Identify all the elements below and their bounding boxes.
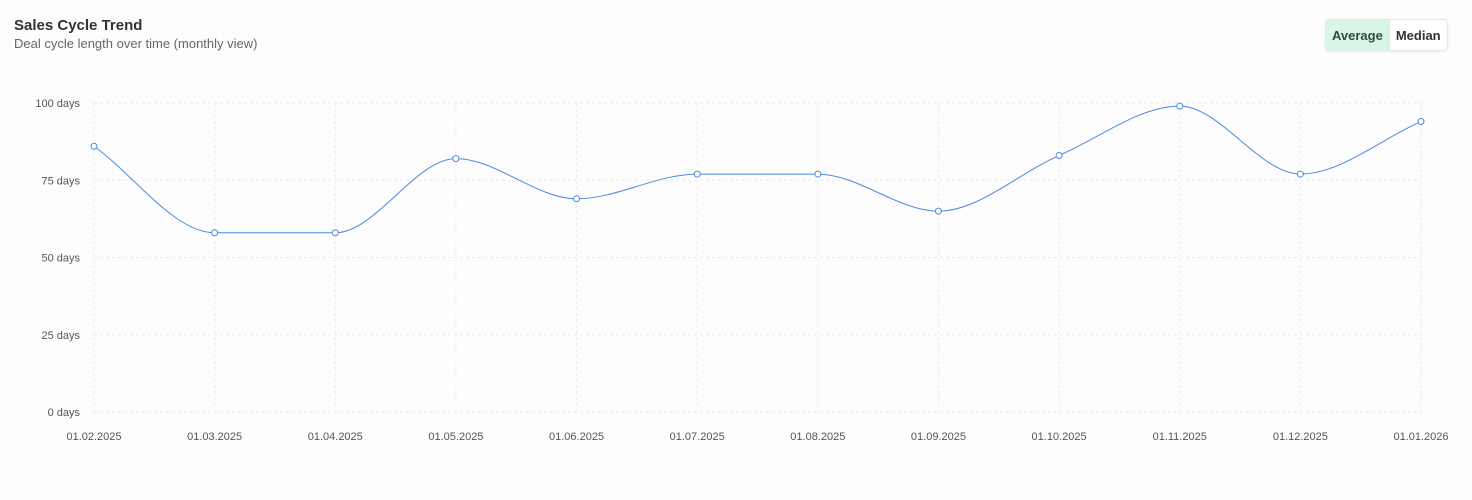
data-point[interactable]	[1176, 102, 1184, 110]
data-point[interactable]	[211, 229, 219, 237]
x-tick-label: 01.01.2026	[1393, 431, 1448, 443]
data-point[interactable]	[934, 207, 942, 215]
median-button[interactable]: Median	[1389, 20, 1447, 50]
data-point[interactable]	[1055, 152, 1063, 160]
chart-title: Sales Cycle Trend	[14, 17, 143, 34]
average-button[interactable]: Average	[1326, 20, 1389, 50]
y-tick-label: 75 days	[41, 175, 80, 187]
x-tick-label: 01.06.2025	[549, 431, 604, 443]
chart-subtitle: Deal cycle length over time (monthly vie…	[14, 36, 258, 51]
y-tick-label: 0 days	[48, 407, 81, 419]
x-tick-label: 01.10.2025	[1032, 431, 1087, 443]
chart-header: Sales Cycle Trend Deal cycle length over…	[14, 16, 257, 52]
y-tick-label: 50 days	[41, 253, 80, 265]
series-line	[93, 105, 1422, 234]
data-point[interactable]	[573, 195, 581, 203]
data-point[interactable]	[693, 170, 701, 178]
x-tick-label: 01.11.2025	[1153, 431, 1207, 443]
toggle-divider	[1388, 20, 1390, 50]
x-tick-label: 01.07.2025	[670, 431, 725, 443]
data-point[interactable]	[331, 229, 339, 237]
x-tick-label: 01.09.2025	[911, 431, 966, 443]
x-tick-label: 01.08.2025	[790, 431, 845, 443]
y-axis: 0 days 25 days 50 days 75 days 100 days	[35, 98, 80, 419]
grid	[93, 102, 1422, 413]
data-point[interactable]	[814, 170, 822, 178]
x-tick-label: 01.02.2025	[66, 431, 121, 443]
data-point[interactable]	[90, 142, 98, 150]
data-point[interactable]	[1417, 118, 1425, 126]
series-layer	[90, 102, 1425, 237]
y-tick-label: 100 days	[35, 98, 80, 110]
x-tick-label: 01.05.2025	[428, 431, 483, 443]
data-point[interactable]	[452, 155, 460, 163]
x-tick-label: 01.03.2025	[187, 431, 242, 443]
aggregation-toggle: Average Median	[1325, 19, 1448, 51]
x-axis: 01.02.2025 01.03.2025 01.04.2025 01.05.2025…	[66, 431, 1448, 443]
x-tick-label: 01.12.2025	[1273, 431, 1328, 443]
y-tick-label: 25 days	[41, 330, 80, 342]
x-tick-label: 01.04.2025	[308, 431, 363, 443]
data-point[interactable]	[1296, 170, 1304, 178]
